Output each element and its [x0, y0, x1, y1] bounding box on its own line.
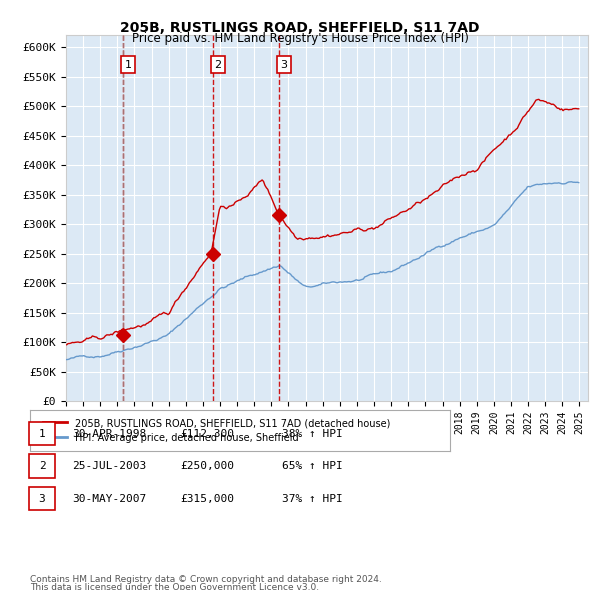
Text: 3: 3 — [280, 60, 287, 70]
Text: 30-APR-1998: 30-APR-1998 — [72, 429, 146, 438]
Text: 3: 3 — [38, 494, 46, 503]
Text: 37% ↑ HPI: 37% ↑ HPI — [282, 494, 343, 503]
Text: 2: 2 — [38, 461, 46, 471]
Text: 205B, RUSTLINGS ROAD, SHEFFIELD, S11 7AD: 205B, RUSTLINGS ROAD, SHEFFIELD, S11 7AD — [120, 21, 480, 35]
Legend: 205B, RUSTLINGS ROAD, SHEFFIELD, S11 7AD (detached house), HPI: Average price, d: 205B, RUSTLINGS ROAD, SHEFFIELD, S11 7AD… — [39, 414, 394, 447]
Text: 38% ↑ HPI: 38% ↑ HPI — [282, 429, 343, 438]
Text: Contains HM Land Registry data © Crown copyright and database right 2024.: Contains HM Land Registry data © Crown c… — [30, 575, 382, 584]
Text: This data is licensed under the Open Government Licence v3.0.: This data is licensed under the Open Gov… — [30, 583, 319, 590]
Text: 1: 1 — [38, 429, 46, 438]
Text: £112,300: £112,300 — [180, 429, 234, 438]
Text: 1: 1 — [125, 60, 132, 70]
Text: 30-MAY-2007: 30-MAY-2007 — [72, 494, 146, 503]
Text: Price paid vs. HM Land Registry's House Price Index (HPI): Price paid vs. HM Land Registry's House … — [131, 32, 469, 45]
Text: £315,000: £315,000 — [180, 494, 234, 503]
Text: 65% ↑ HPI: 65% ↑ HPI — [282, 461, 343, 471]
Text: 25-JUL-2003: 25-JUL-2003 — [72, 461, 146, 471]
Text: 2: 2 — [215, 60, 222, 70]
Text: £250,000: £250,000 — [180, 461, 234, 471]
